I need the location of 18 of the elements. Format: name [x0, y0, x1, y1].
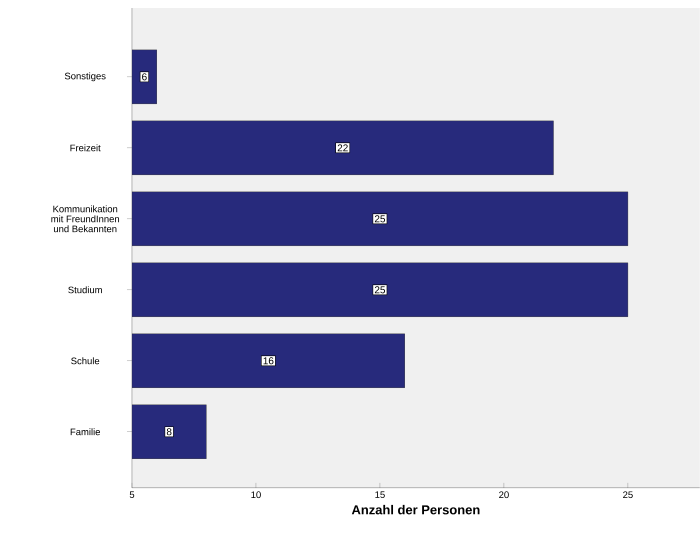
data-label: 6 — [142, 73, 147, 80]
x-tick-label: 5 — [130, 491, 134, 498]
x-tick-label: 25 — [623, 491, 633, 498]
y-tick-label: Studium — [68, 286, 102, 294]
y-tick-label: Sonstiges — [64, 72, 106, 82]
data-label: 22 — [338, 144, 348, 152]
data-label: 25 — [374, 286, 386, 294]
x-tick-label: 15 — [375, 491, 385, 498]
data-label: 25 — [374, 215, 386, 222]
x-tick-label: 20 — [499, 491, 509, 498]
x-tick-label: 10 — [251, 491, 261, 498]
data-label: 8 — [166, 428, 172, 436]
y-tick-label: Schule — [71, 357, 100, 364]
y-tick-label: Familie — [70, 428, 100, 436]
y-tick-label: Freizeit — [70, 144, 101, 152]
x-axis-title: Anzahl der Personen — [352, 504, 480, 514]
y-tick-label: Kommunikation mit FreundInnen und Bekannten — [51, 205, 120, 232]
data-label: 16 — [264, 357, 274, 364]
